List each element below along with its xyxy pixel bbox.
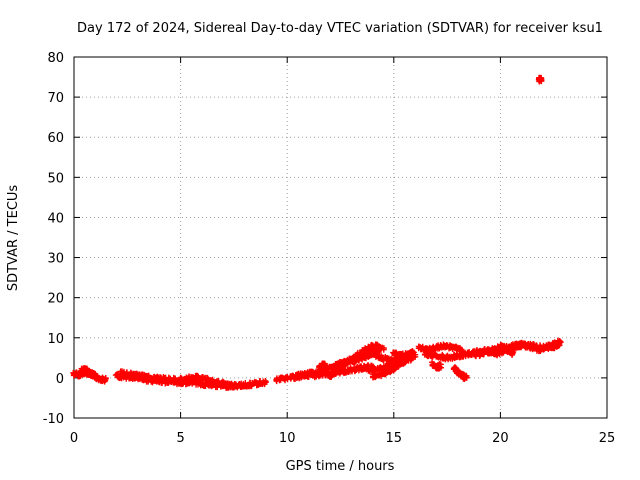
data-point — [436, 361, 443, 368]
y-tick-label: 0 — [56, 372, 64, 387]
data-point — [409, 348, 416, 355]
plot-frame — [73, 56, 608, 419]
data-point — [380, 345, 387, 352]
y-axis-label: SDTVAR / TECUs — [6, 185, 21, 292]
y-tick-label: -10 — [43, 412, 64, 427]
x-tick-label: 15 — [386, 431, 403, 446]
y-tick-label: 60 — [47, 131, 64, 146]
data-point — [462, 374, 469, 381]
y-tick-label: 70 — [47, 91, 64, 106]
x-tick-label: 10 — [279, 431, 296, 446]
data-point — [537, 75, 544, 82]
x-tick-label: 0 — [70, 431, 78, 446]
y-tick-label: 30 — [47, 252, 64, 267]
y-tick-label: 40 — [47, 211, 64, 226]
y-tick-label: 80 — [47, 51, 64, 66]
data-point — [262, 379, 269, 386]
x-tick-label: 20 — [492, 431, 509, 446]
y-tick-label: 10 — [47, 332, 64, 347]
data-point — [556, 337, 563, 344]
data-point — [510, 349, 517, 356]
y-tick-label: 50 — [47, 171, 64, 186]
data-point — [102, 374, 109, 381]
x-axis-label: GPS time / hours — [286, 459, 395, 474]
data-points — [70, 74, 564, 391]
x-tick-label: 25 — [599, 431, 616, 446]
data-point — [321, 360, 328, 367]
x-tick-label: 5 — [176, 431, 184, 446]
y-tick-label: 20 — [47, 292, 64, 307]
data-point — [375, 343, 382, 350]
data-point — [92, 370, 99, 377]
data-point — [412, 353, 419, 360]
chart-title: Day 172 of 2024, Sidereal Day-to-day VTE… — [77, 21, 603, 36]
axis-ticks: 0 5 10 15 20 25 -10 0 10 20 30 40 50 60 70 80 — [43, 51, 616, 446]
data-point — [232, 383, 239, 390]
